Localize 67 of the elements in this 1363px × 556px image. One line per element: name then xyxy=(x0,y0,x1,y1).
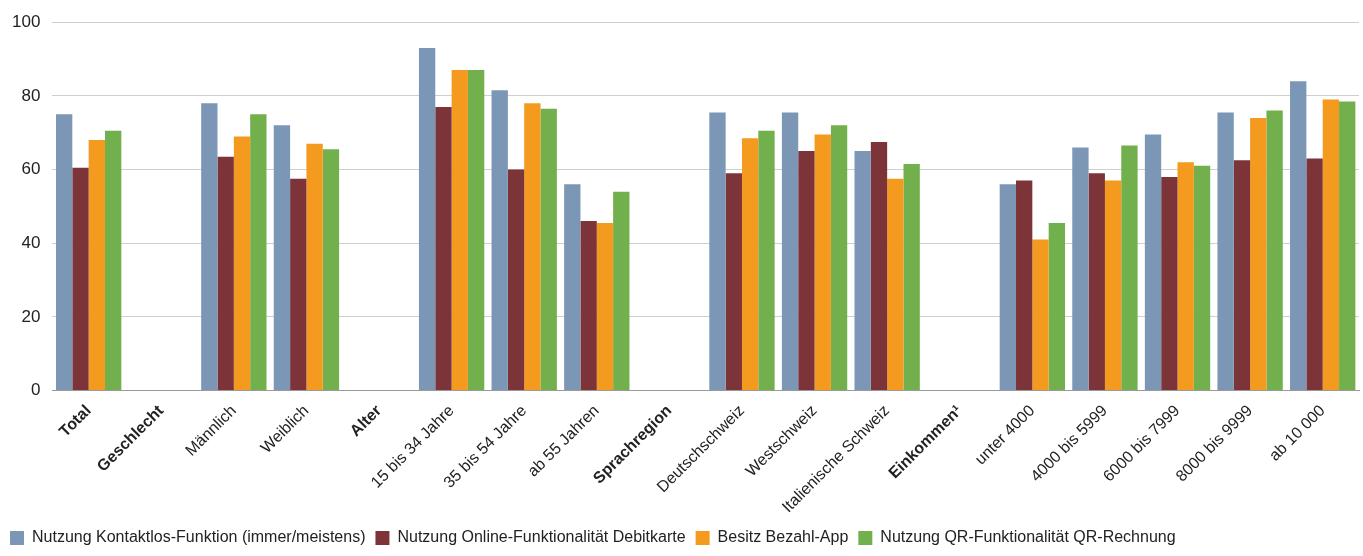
bar xyxy=(814,134,831,391)
bar xyxy=(903,164,920,391)
bar xyxy=(854,151,871,391)
bar xyxy=(55,114,73,391)
bar xyxy=(1161,176,1178,391)
bar xyxy=(273,125,291,391)
bar xyxy=(1032,239,1049,391)
bar xyxy=(830,125,848,391)
bar xyxy=(798,151,815,391)
bar xyxy=(1290,81,1307,391)
y-tick-label: 80 xyxy=(21,85,41,105)
bar xyxy=(104,130,122,391)
bar xyxy=(540,108,557,391)
bar xyxy=(88,140,105,391)
bar xyxy=(322,149,340,391)
bar xyxy=(870,141,888,391)
bar xyxy=(217,156,234,391)
bar xyxy=(524,103,541,391)
y-tick-label: 0 xyxy=(30,380,41,400)
y-tick-label: 20 xyxy=(21,306,41,326)
bar xyxy=(781,112,799,391)
bar xyxy=(290,178,307,391)
y-tick-label: 60 xyxy=(21,159,41,179)
bar xyxy=(1048,222,1066,391)
bar xyxy=(564,184,581,391)
bar xyxy=(1339,101,1356,391)
bar xyxy=(1104,180,1122,391)
bar xyxy=(580,221,597,391)
bar xyxy=(1072,147,1089,391)
bar xyxy=(201,103,218,391)
bar xyxy=(1217,112,1234,391)
bar xyxy=(1177,162,1194,391)
bar xyxy=(725,173,742,391)
bar xyxy=(233,136,251,391)
bar xyxy=(1088,173,1105,391)
bar xyxy=(1144,134,1162,391)
bar xyxy=(709,112,726,391)
bar xyxy=(1322,99,1340,391)
y-tick-label: 40 xyxy=(21,232,41,252)
bar xyxy=(250,114,267,391)
bar xyxy=(999,184,1017,391)
bar xyxy=(741,138,759,391)
bar xyxy=(613,191,630,391)
bar xyxy=(1306,158,1323,391)
bar xyxy=(72,167,89,391)
legend-label: Nutzung QR-Funktionalität QR-Rechnung xyxy=(880,528,1176,546)
y-tick-label: 100 xyxy=(11,11,41,31)
bar xyxy=(507,169,525,391)
bar xyxy=(1250,117,1267,391)
bar xyxy=(491,90,508,391)
bar xyxy=(596,222,614,391)
bar xyxy=(306,143,323,391)
bar xyxy=(1121,145,1138,391)
bar xyxy=(1266,110,1283,391)
bar xyxy=(418,47,436,391)
bar xyxy=(435,106,452,391)
x-tick-label: ab 10 000 xyxy=(1265,401,1329,464)
bar xyxy=(1193,165,1211,391)
bar xyxy=(467,70,485,391)
bar xyxy=(758,130,775,391)
bar xyxy=(1016,180,1033,391)
bar xyxy=(887,178,904,391)
bar xyxy=(1233,160,1251,391)
legend-label: Nutzung Online-Funktionalität Debitkarte xyxy=(397,528,686,546)
bar xyxy=(451,70,468,391)
legend-label: Nutzung Kontaktlos-Funktion (immer/meistens) xyxy=(32,528,366,546)
legend-label: Besitz Bezahl-App xyxy=(717,528,849,546)
